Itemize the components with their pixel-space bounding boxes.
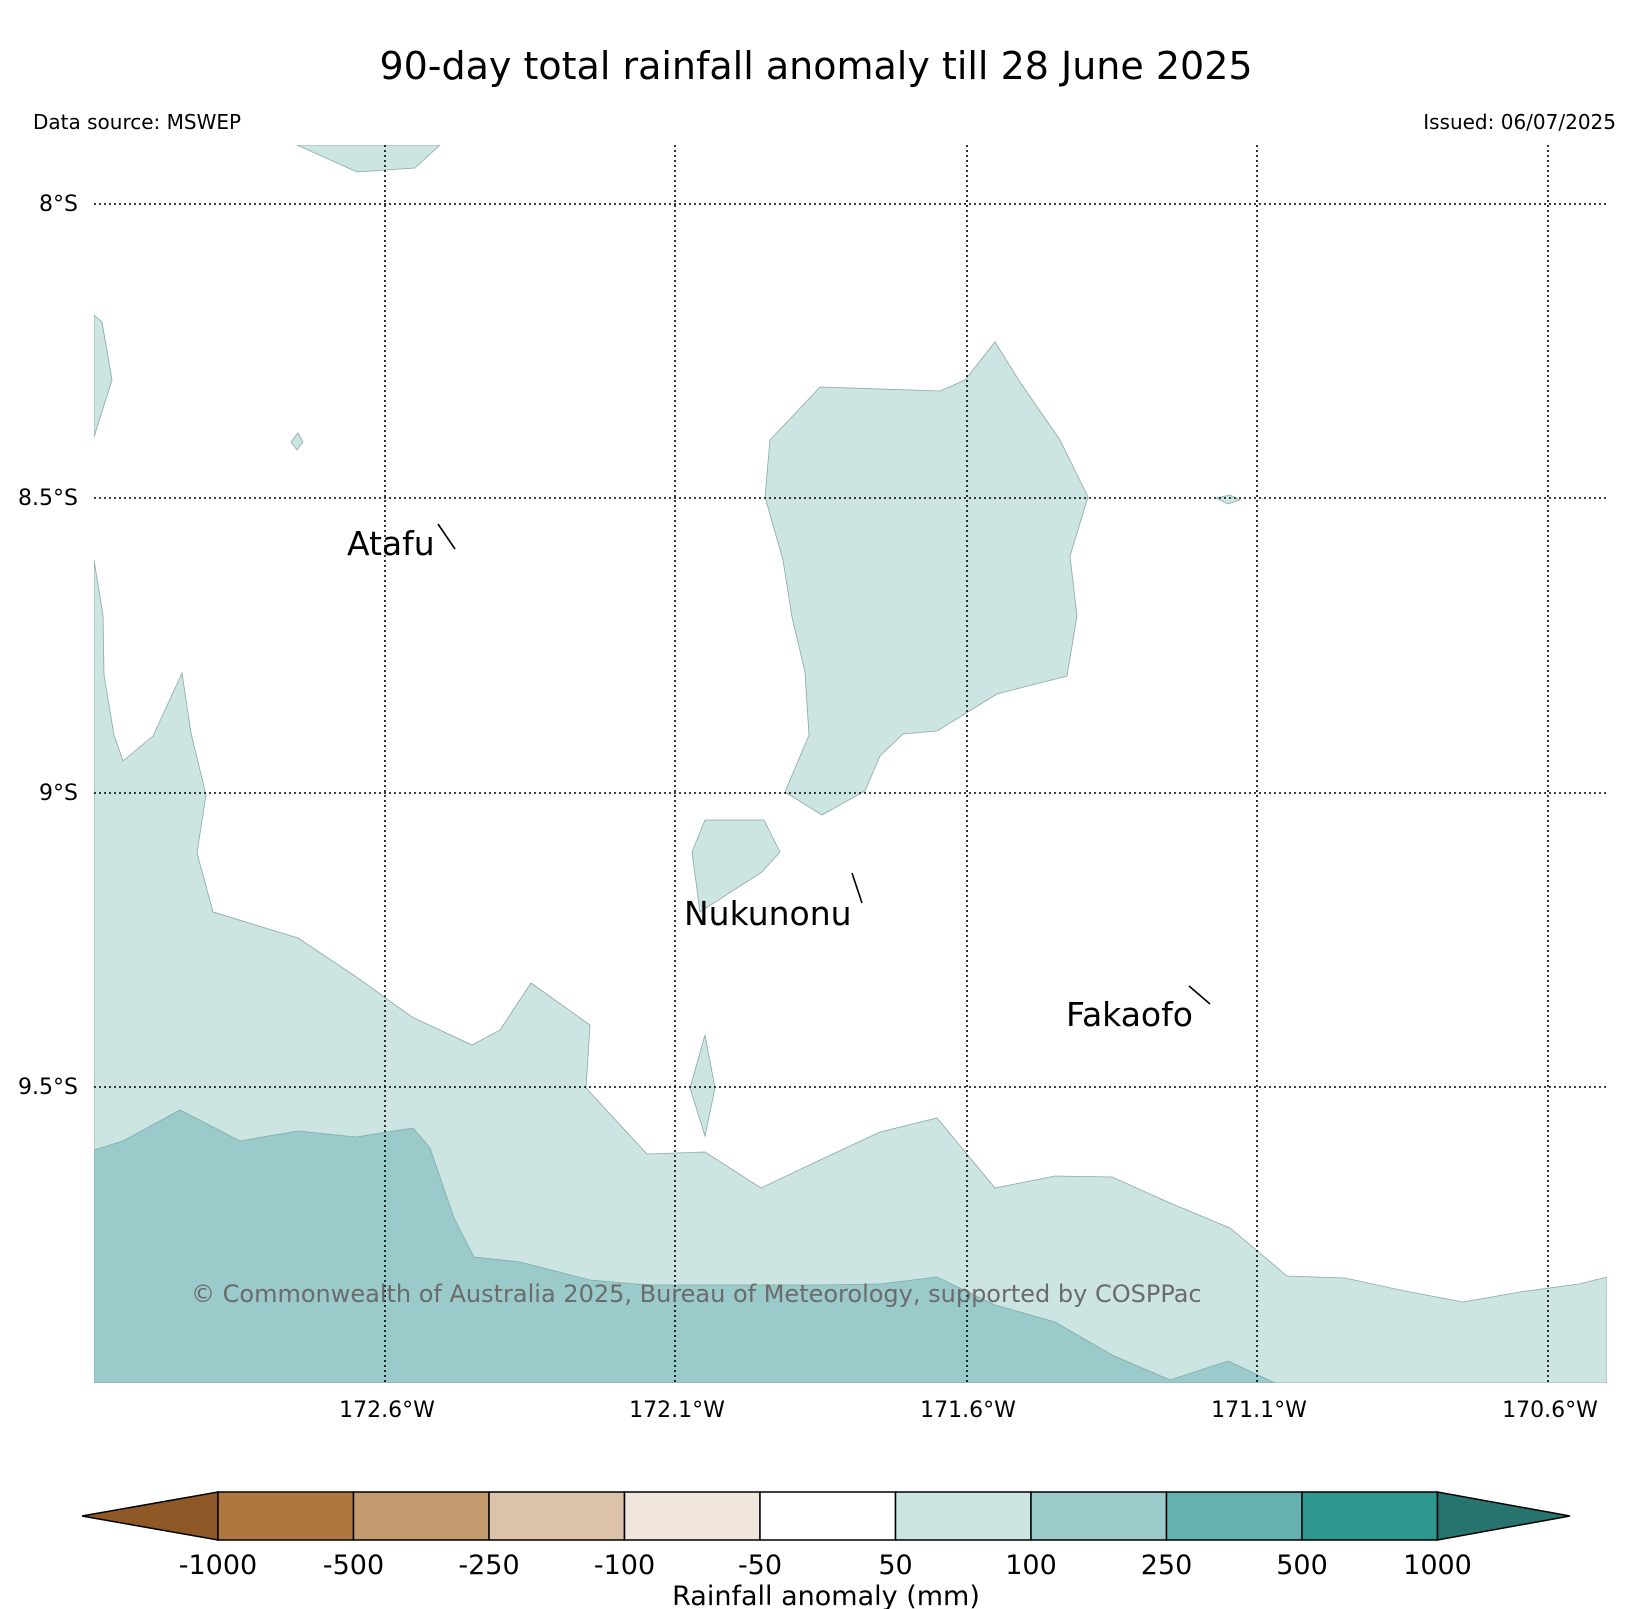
lon-label: 171.6°W xyxy=(920,1398,1016,1423)
anomaly-100-250-band xyxy=(94,1109,1276,1383)
colorbar-label: 500 xyxy=(1276,1550,1328,1581)
anomaly-region-dot-east xyxy=(1214,494,1242,505)
data-source-label: Data source: MSWEP xyxy=(33,110,242,134)
nukunonu-atoll-mark xyxy=(851,872,863,904)
colorbar-extend-high xyxy=(1436,1491,1571,1541)
colorbar-segment xyxy=(352,1491,490,1541)
colorbar-label: -50 xyxy=(738,1550,782,1581)
place-label-atafu: Atafu xyxy=(347,524,435,563)
colorbar-label: 1000 xyxy=(1403,1550,1472,1581)
colorbar-label: 250 xyxy=(1141,1550,1193,1581)
colorbar-label: 50 xyxy=(878,1550,912,1581)
colorbar-segment xyxy=(1301,1491,1439,1541)
colorbar-label: -100 xyxy=(594,1550,655,1581)
map-title: 90-day total rainfall anomaly till 28 Ju… xyxy=(379,44,1253,88)
lat-label: 8.5°S xyxy=(18,486,78,511)
colorbar-segment xyxy=(1165,1491,1303,1541)
colorbar-segment xyxy=(488,1491,626,1541)
lon-label: 170.6°W xyxy=(1502,1398,1598,1423)
anomaly-region-central xyxy=(764,341,1089,816)
anomaly-region-north xyxy=(296,145,441,173)
atafu-atoll-mark xyxy=(437,523,456,550)
lon-label: 172.6°W xyxy=(339,1398,435,1423)
colorbar-label: -500 xyxy=(323,1550,384,1581)
lat-label: 8°S xyxy=(39,192,78,217)
place-label-nukunonu: Nukunonu xyxy=(684,894,852,933)
colorbar-extend-low xyxy=(81,1491,219,1541)
colorbar-label: -250 xyxy=(458,1550,519,1581)
graticule xyxy=(94,145,1607,1383)
colorbar-segment xyxy=(759,1491,897,1541)
place-label-fakaofo: Fakaofo xyxy=(1066,995,1193,1034)
anomaly-region-southwest xyxy=(94,1109,1276,1383)
anomaly-region-small-west xyxy=(290,432,304,451)
colorbar-title: Rainfall anomaly (mm) xyxy=(672,1581,980,1609)
colorbar xyxy=(81,1491,1571,1541)
colorbar-label: 100 xyxy=(1005,1550,1057,1581)
colorbar-segment xyxy=(217,1491,355,1541)
anomaly-region-west-strip xyxy=(94,314,113,438)
lon-label: 171.1°W xyxy=(1211,1398,1307,1423)
copyright-notice: © Commonwealth of Australia 2025, Bureau… xyxy=(191,1280,1202,1308)
fakaofo-atoll-mark xyxy=(1188,985,1211,1005)
colorbar-segment xyxy=(623,1491,761,1541)
lat-label: 9.5°S xyxy=(18,1075,78,1100)
colorbar-segment xyxy=(1030,1491,1168,1541)
lat-label: 9°S xyxy=(39,781,78,806)
anomaly-region-diamond xyxy=(689,1034,716,1138)
anomaly-region-islet xyxy=(691,819,781,913)
colorbar-segment xyxy=(894,1491,1032,1541)
anomaly-50-100-band xyxy=(94,145,1607,1383)
issued-date-label: Issued: 06/07/2025 xyxy=(1423,110,1616,134)
anomaly-region-south xyxy=(94,559,1607,1383)
colorbar-label: -1000 xyxy=(179,1550,257,1581)
anomaly-layers xyxy=(94,145,1607,1383)
lon-label: 172.1°W xyxy=(629,1398,725,1423)
